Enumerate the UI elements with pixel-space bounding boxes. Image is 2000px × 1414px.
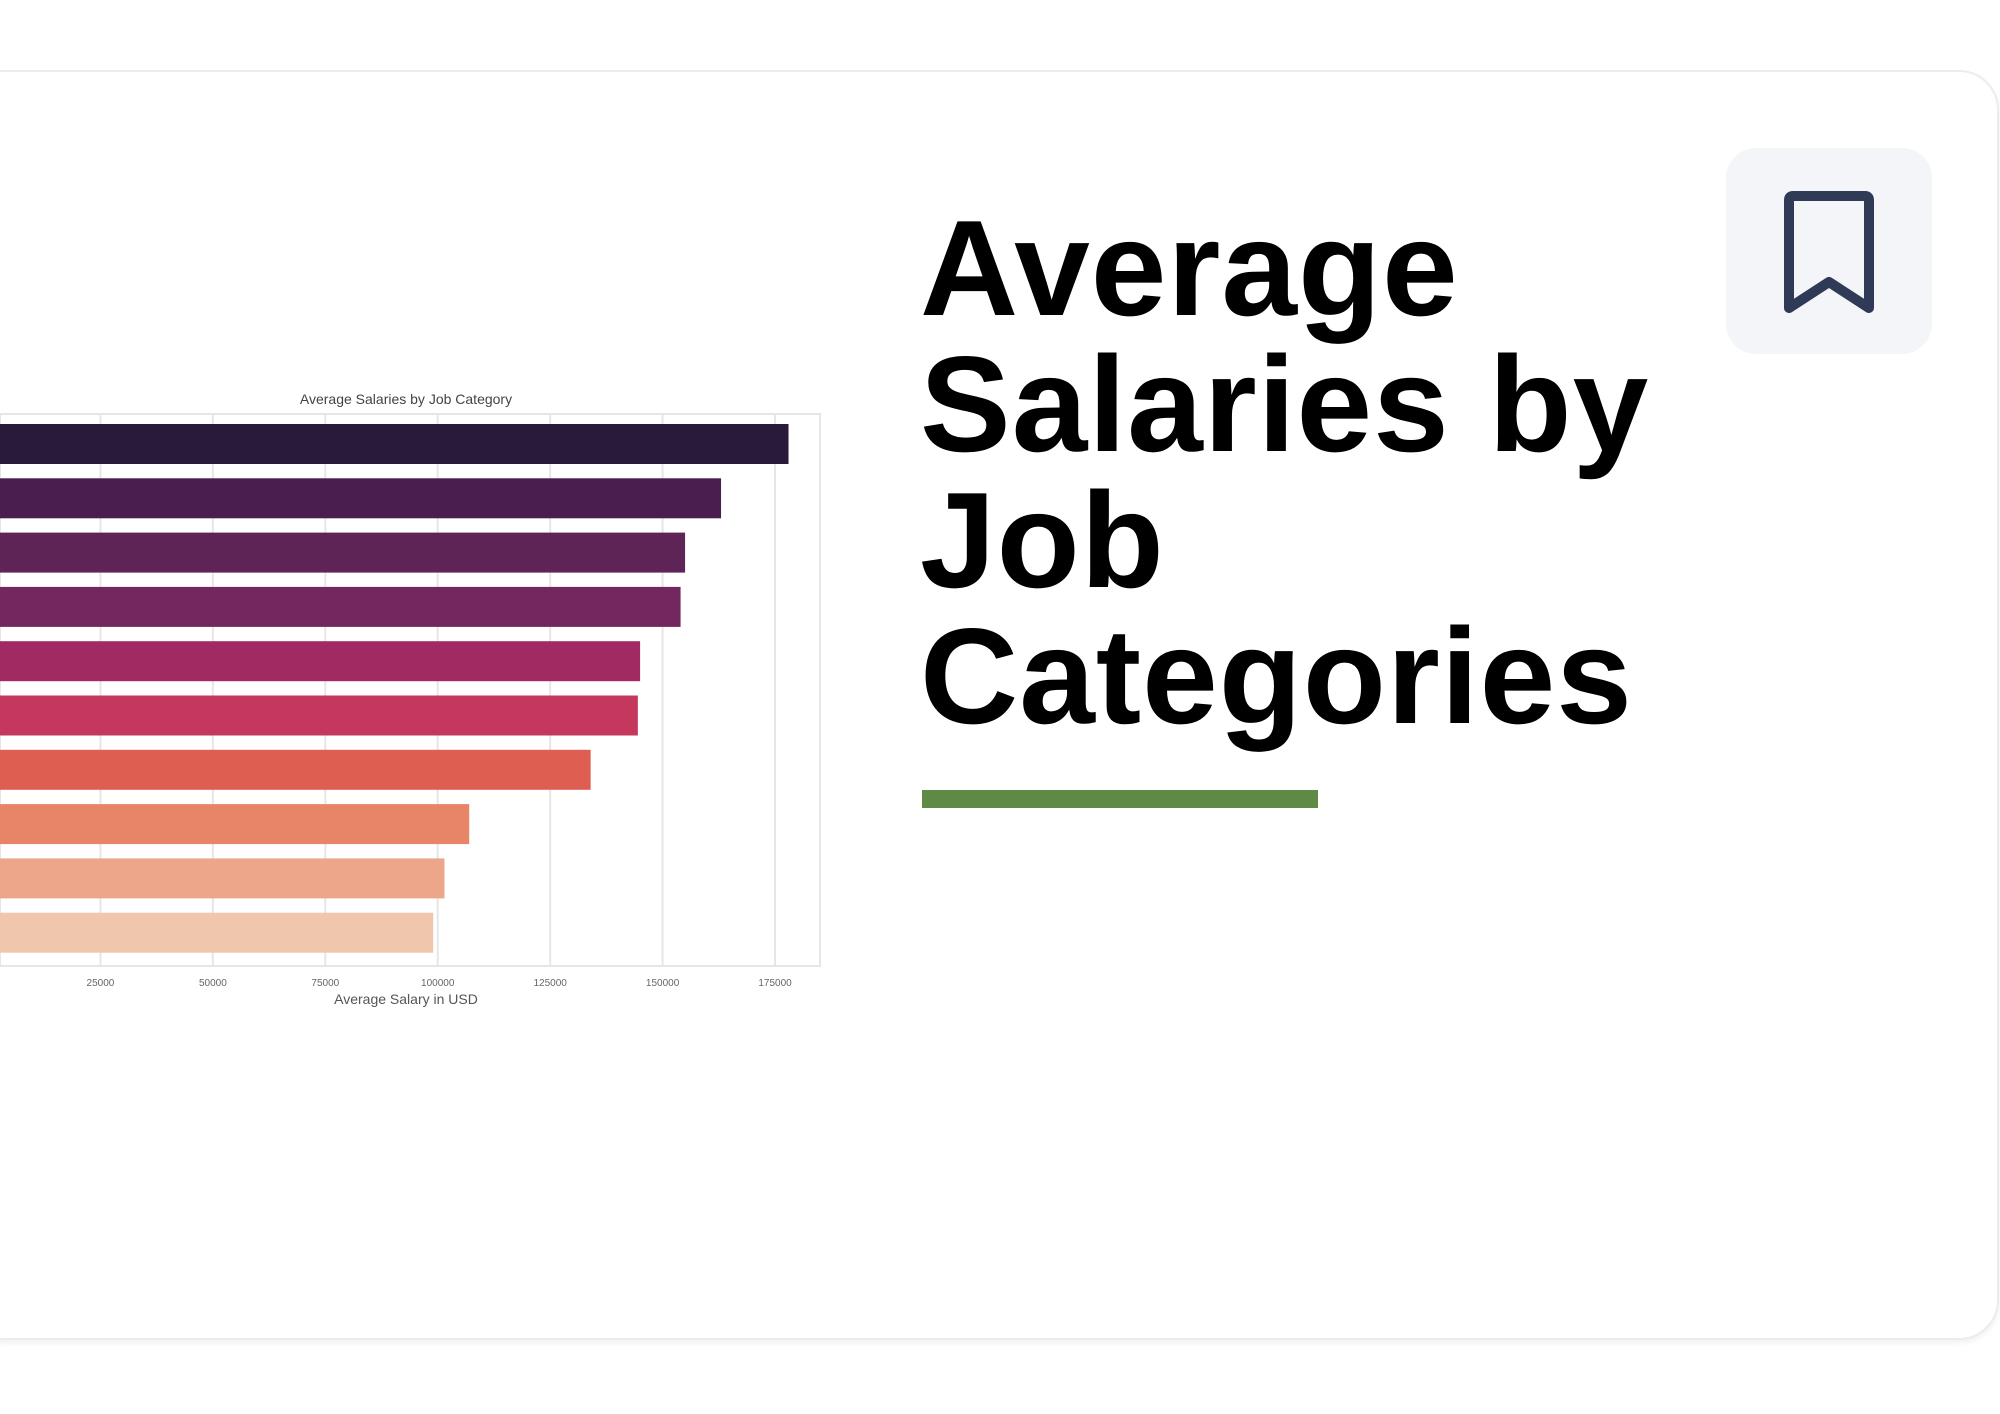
headline-line-4: Categories (920, 600, 1633, 752)
headline-underline (922, 790, 1318, 808)
headline-line-3: Job (920, 464, 1165, 616)
headline-line-1: Average (920, 192, 1459, 344)
card-headline: Average Salaries by Job Categories (920, 200, 1740, 744)
bookmark-icon (1784, 191, 1874, 313)
headline-line-2: Salaries by (920, 328, 1650, 480)
bookmark-button[interactable] (1726, 148, 1932, 354)
